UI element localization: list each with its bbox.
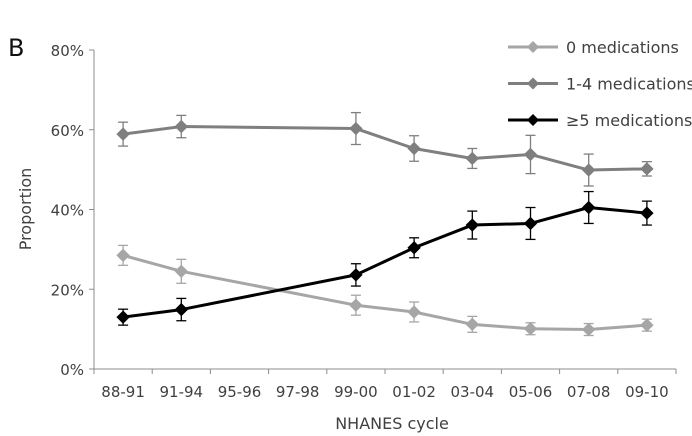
x-tick-label: 99-00	[334, 383, 378, 401]
data-point	[174, 302, 189, 317]
data-point	[349, 121, 363, 136]
x-tick-label: 03-04	[451, 383, 495, 401]
data-point	[523, 322, 538, 336]
series-0	[116, 244, 654, 337]
chart-legend: 0 medications 1-4 medications ≥5 medicatio…	[508, 38, 692, 130]
x-tick-label: 88-91	[101, 383, 145, 401]
data-point	[640, 318, 654, 332]
data-point	[407, 241, 421, 255]
y-tick-label: 80%	[51, 42, 84, 60]
data-point	[523, 147, 538, 162]
legend-marker	[527, 41, 539, 53]
data-point	[640, 206, 654, 220]
legend-item: ≥5 medications	[508, 111, 692, 130]
legend-marker	[527, 114, 539, 126]
data-point	[465, 218, 480, 232]
legend-label: 0 medications	[566, 38, 679, 57]
data-point	[581, 163, 596, 177]
x-tick-label: 05-06	[509, 383, 553, 401]
data-point	[407, 305, 421, 319]
data-point	[116, 310, 130, 324]
x-tick-label: 97-98	[276, 383, 320, 401]
chart-series	[116, 111, 654, 337]
data-point	[174, 264, 189, 279]
data-point	[581, 200, 596, 215]
y-tick-label: 40%	[51, 202, 84, 220]
series-line	[122, 253, 648, 332]
series-line	[122, 206, 648, 319]
chart-axes: 0% 20% 40% 60% 80% 88-91 91-94 95-96 97-98 99-00 0…	[51, 42, 677, 401]
legend-label: ≥5 medications	[566, 111, 692, 130]
series-line	[122, 125, 647, 172]
y-tick-label: 20%	[51, 281, 84, 299]
legend-label: 1-4 medications	[566, 75, 692, 94]
data-point	[174, 119, 189, 134]
legend-item: 1-4 medications	[508, 75, 692, 94]
data-point	[465, 317, 480, 332]
data-point	[523, 216, 538, 231]
legend-item: 0 medications	[508, 38, 679, 57]
x-tick-label: 07-08	[567, 383, 611, 401]
data-point	[640, 162, 654, 176]
data-point	[116, 248, 130, 263]
y-axis-label: Proportion	[16, 168, 35, 251]
panel-label: B	[8, 34, 25, 62]
data-point	[581, 322, 596, 337]
series-1	[116, 111, 654, 187]
data-point	[465, 151, 480, 166]
y-tick-label: 60%	[51, 122, 84, 140]
data-point	[349, 268, 363, 282]
data-point	[116, 127, 130, 141]
x-tick-label: 09-10	[625, 383, 669, 401]
y-tick-label: 0%	[60, 361, 84, 379]
legend-marker	[527, 77, 539, 90]
x-tick-label: 91-94	[160, 383, 204, 401]
data-point	[407, 141, 421, 156]
series-2	[116, 190, 654, 326]
x-tick-label: 95-96	[218, 383, 262, 401]
x-axis-label: NHANES cycle	[335, 414, 449, 433]
data-point	[349, 298, 363, 312]
x-tick-label: 01-02	[392, 383, 436, 401]
